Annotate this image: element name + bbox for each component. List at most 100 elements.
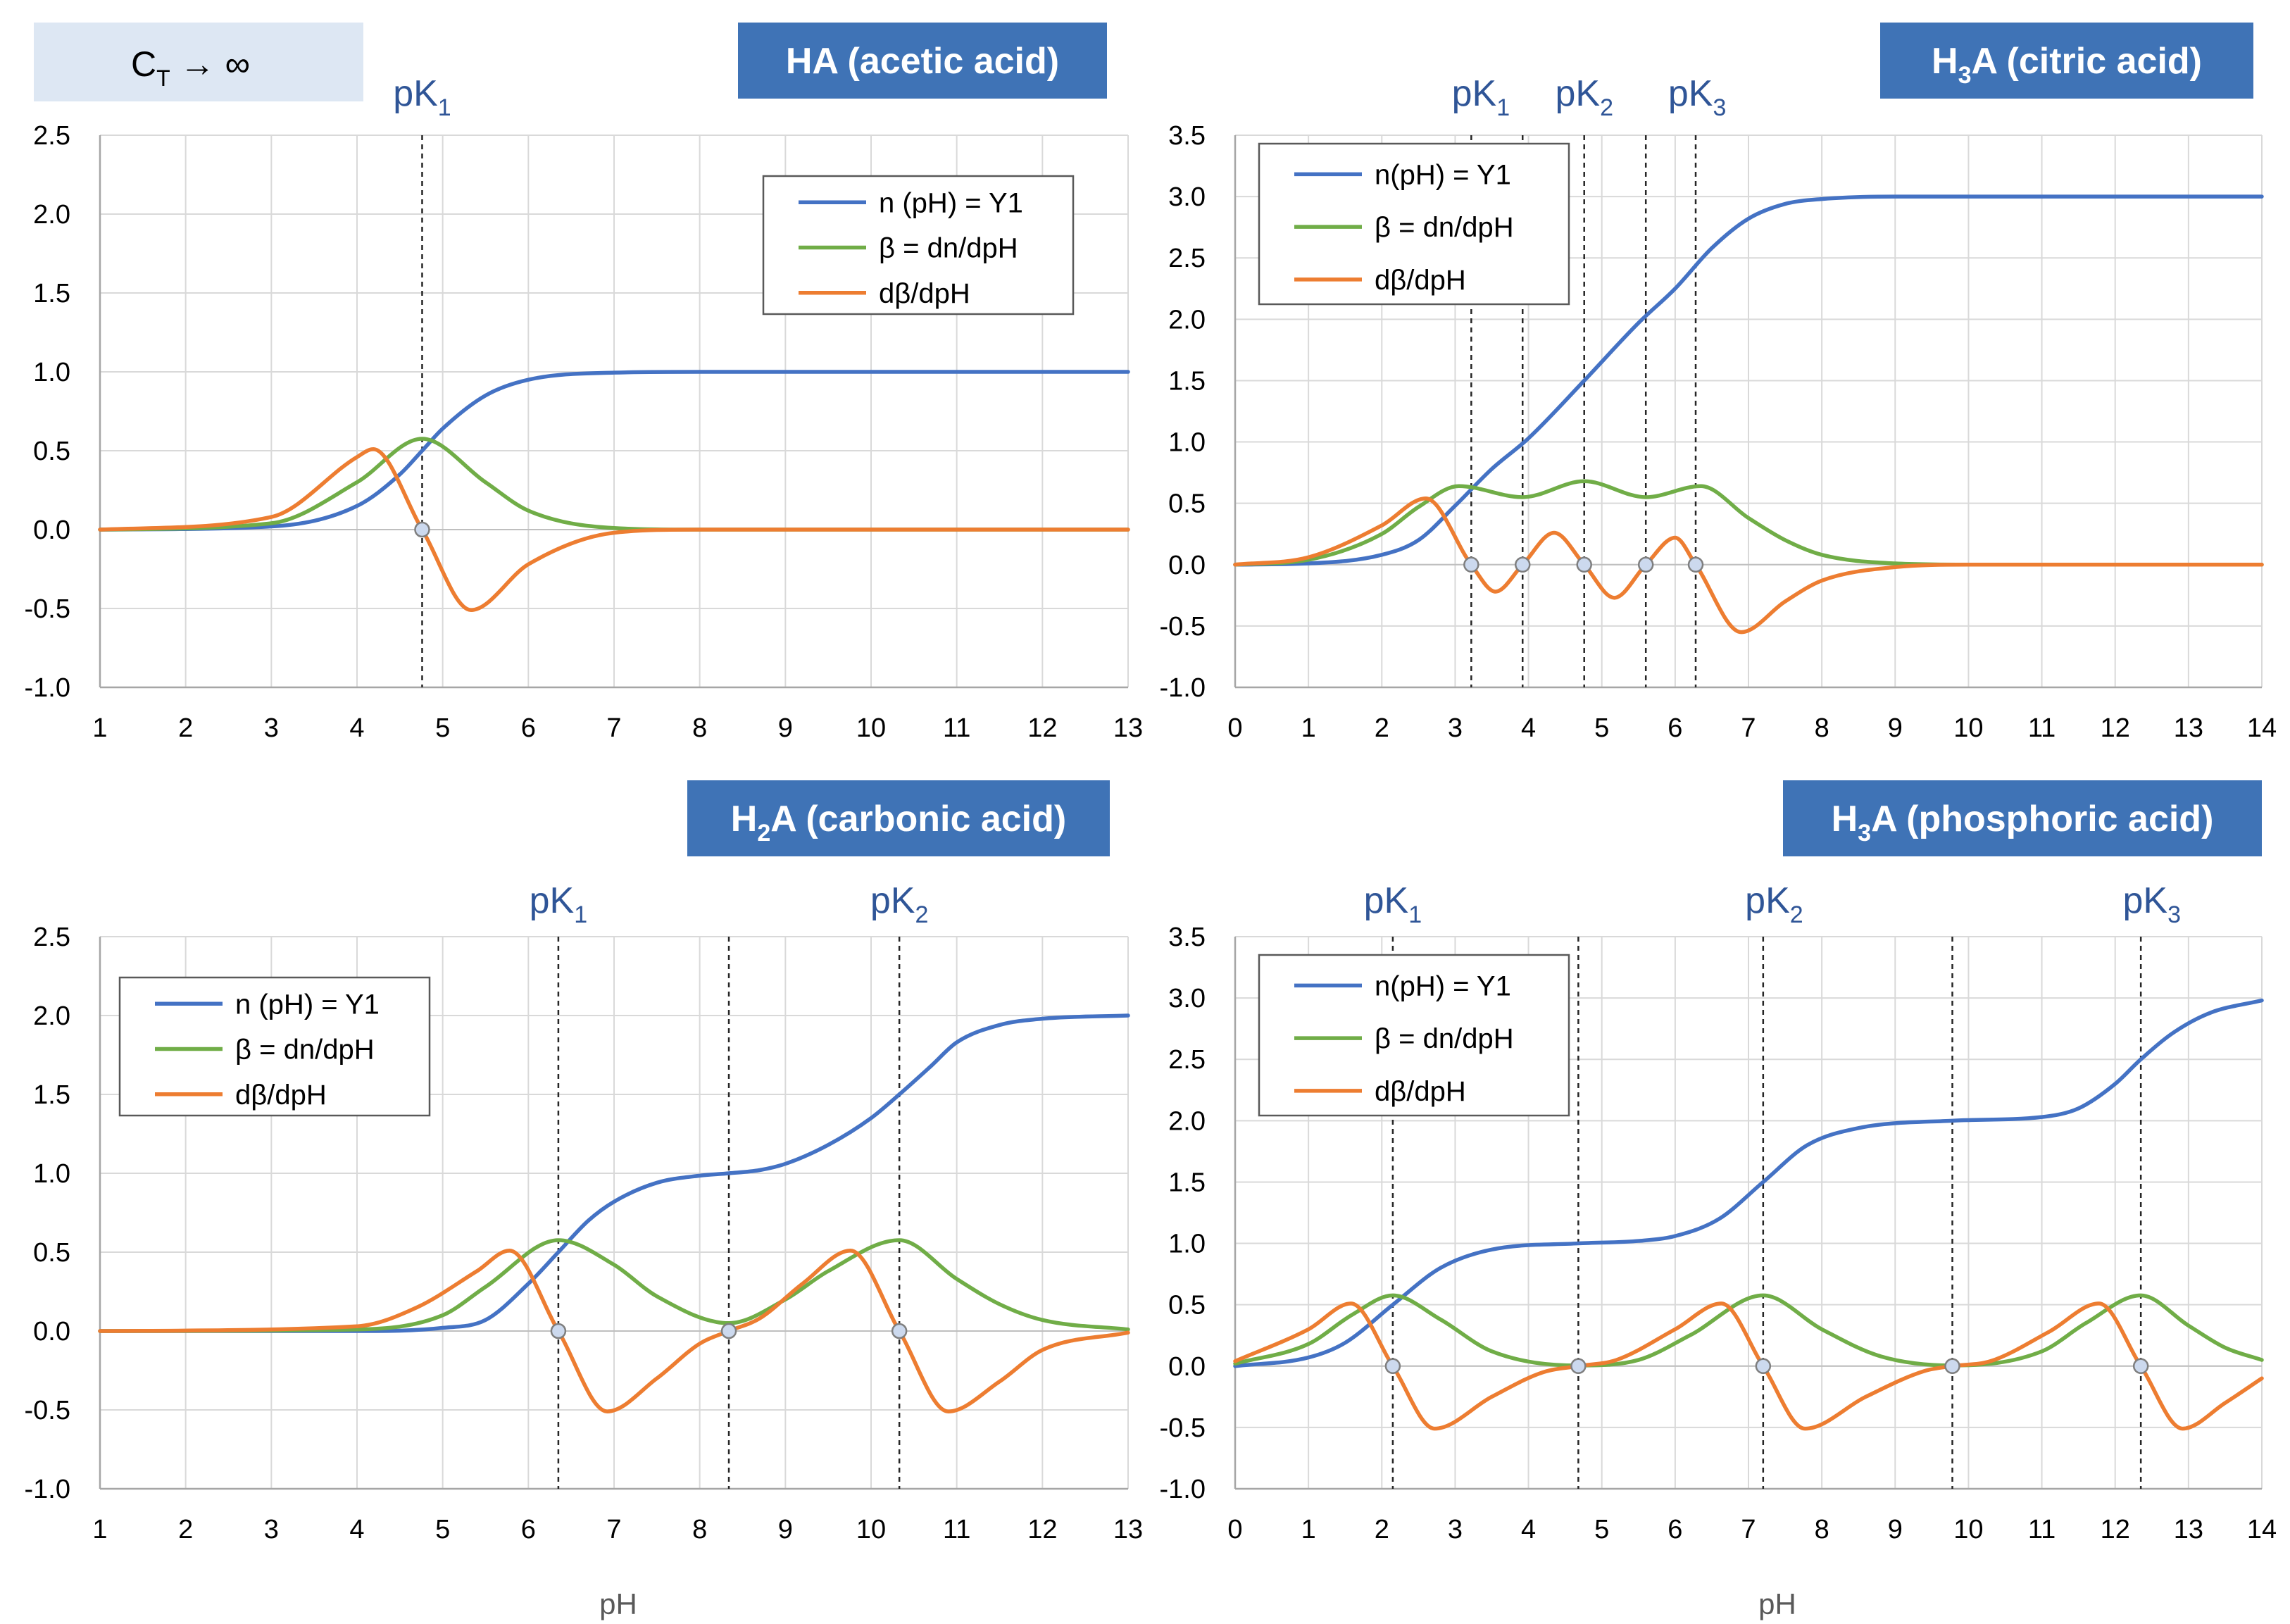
y-tick-label: -1.0 (1160, 1475, 1206, 1504)
x-tick-label: 11 (943, 1515, 970, 1544)
y-tick-label: 2.0 (1168, 1106, 1206, 1136)
dbeta-curve (98, 447, 1130, 612)
x-tick-label: 1 (1301, 713, 1316, 743)
x-tick-label: 13 (1113, 713, 1143, 743)
x-axis-label: pH (1758, 1587, 1796, 1620)
y-tick-label: 0.5 (33, 437, 70, 466)
x-tick-label: 3 (1448, 1515, 1463, 1544)
pk-label: pK3 (2123, 880, 2182, 928)
x-tick-label: 6 (1668, 1515, 1682, 1544)
legend-box (762, 175, 1075, 316)
legend: n(pH) = Y1 β = dn/dpH dβ/dpH (1258, 954, 1570, 1117)
y-tick-label: 0.0 (1168, 551, 1206, 580)
x-tick-label: 13 (2174, 1515, 2203, 1544)
n-curve (98, 1013, 1130, 1333)
legend-label: dβ/dpH (1375, 1076, 1466, 1107)
chart-title-bg (1880, 23, 2253, 99)
x-tick-label: 0 (1227, 713, 1242, 743)
pk-label: pK2 (1745, 880, 1803, 928)
y-tick-label: -1.0 (1160, 673, 1206, 703)
y-tick-label: 1.0 (1168, 1230, 1206, 1259)
legend-label: dβ/dpH (1375, 265, 1466, 296)
x-tick-label: 4 (1521, 1515, 1536, 1544)
pk-label: pK1 (1452, 73, 1510, 121)
x-tick-label: 1 (92, 713, 107, 743)
pk-label: pK1 (393, 73, 451, 121)
x-tick-label: 5 (1594, 1515, 1609, 1544)
zero-marker (720, 1323, 737, 1339)
x-tick-label: 1 (1301, 1515, 1316, 1544)
legend-label: β = dn/dpH (235, 1035, 375, 1066)
x-tick-label: 1 (92, 1515, 107, 1544)
zero-marker (550, 1323, 567, 1339)
x-tick-label: 12 (2101, 1515, 2130, 1544)
x-tick-label: 2 (1375, 713, 1389, 743)
y-tick-label: 1.5 (33, 1080, 70, 1110)
x-tick-label: 0 (1227, 1515, 1242, 1544)
chart-title-bg (1783, 780, 2262, 856)
x-tick-label: 13 (2174, 713, 2203, 743)
x-tick-label: 14 (2247, 1515, 2277, 1544)
legend-label: β = dn/dpH (1375, 212, 1514, 243)
zero-marker (1755, 1358, 1772, 1375)
legend-label: dβ/dpH (879, 278, 970, 309)
y-tick-label: -1.0 (25, 1475, 70, 1504)
x-tick-label: 2 (178, 713, 193, 743)
legend-box (1258, 954, 1570, 1117)
y-tick-label: 1.0 (33, 358, 70, 387)
x-tick-label: 11 (2028, 1515, 2056, 1544)
zero-marker (1384, 1358, 1401, 1375)
legend-box (1258, 142, 1570, 306)
y-tick-label: 3.5 (1168, 923, 1206, 952)
y-tick-label: 0.5 (33, 1238, 70, 1268)
beta-curve (98, 1238, 1130, 1333)
legend: n (pH) = Y1 β = dn/dpH dβ/dpH (118, 976, 431, 1117)
legend: n (pH) = Y1 β = dn/dpH dβ/dpH (762, 175, 1075, 316)
legend-label: dβ/dpH (235, 1080, 327, 1111)
y-tick-label: 3.0 (1168, 984, 1206, 1013)
y-tick-label: 3.5 (1168, 121, 1206, 151)
x-tick-label: 11 (2028, 713, 2056, 743)
chart-title-bg (687, 780, 1110, 856)
y-tick-label: 0.5 (1168, 489, 1206, 519)
x-tick-label: 13 (1113, 1515, 1143, 1544)
y-tick-label: 0.0 (1168, 1352, 1206, 1382)
x-tick-label: 6 (1668, 713, 1682, 743)
x-tick-label: 12 (1027, 1515, 1057, 1544)
zero-marker (1576, 556, 1592, 573)
x-tick-label: 9 (1888, 713, 1903, 743)
chart-citric: 0 1 2 3 4 5 6 7 8 9 10 11 12 13 14-1.0-0.50.00.51.01.5… (1160, 23, 2277, 743)
y-tick-label: 2.0 (33, 1001, 70, 1031)
x-tick-label: 10 (1953, 1515, 1983, 1544)
chart-title-text: H3A (citric acid) (1932, 41, 2202, 89)
chart-title: HA (acetic acid) (738, 23, 1107, 99)
y-tick-label: 1.0 (1168, 428, 1206, 458)
y-tick-label: 0.5 (1168, 1291, 1206, 1320)
dbeta-curve (1233, 496, 2264, 635)
x-tick-label: 3 (1448, 713, 1463, 743)
legend-label: β = dn/dpH (879, 233, 1018, 264)
x-tick-label: 6 (521, 1515, 536, 1544)
header-box-bg (34, 23, 363, 101)
zero-marker (1637, 556, 1654, 573)
y-tick-label: 2.0 (1168, 305, 1206, 335)
y-tick-label: -0.5 (25, 594, 70, 624)
chart-phosphoric: 0 1 2 3 4 5 6 7 8 9 10 11 12 13 14-1.0-0.50.00.51.01.5… (1160, 780, 2277, 1620)
x-tick-label: 10 (856, 1515, 886, 1544)
chart-title-bg (738, 23, 1107, 99)
pk-label: pK3 (1668, 73, 1727, 121)
x-tick-label: 8 (1815, 1515, 1829, 1544)
x-tick-label: 5 (1594, 713, 1609, 743)
y-tick-label: 2.5 (1168, 244, 1206, 273)
legend-label: n(pH) = Y1 (1375, 970, 1511, 1001)
beta-curve (1233, 1293, 2264, 1368)
x-tick-label: 4 (349, 1515, 364, 1544)
header-box-tail: → ∞ (170, 44, 250, 84)
pk-label: pK2 (870, 880, 929, 928)
x-tick-label: 9 (778, 713, 793, 743)
x-tick-label: 7 (1741, 713, 1756, 743)
zero-marker (2132, 1358, 2149, 1375)
y-tick-label: -1.0 (25, 673, 70, 703)
x-tick-label: 7 (606, 713, 621, 743)
